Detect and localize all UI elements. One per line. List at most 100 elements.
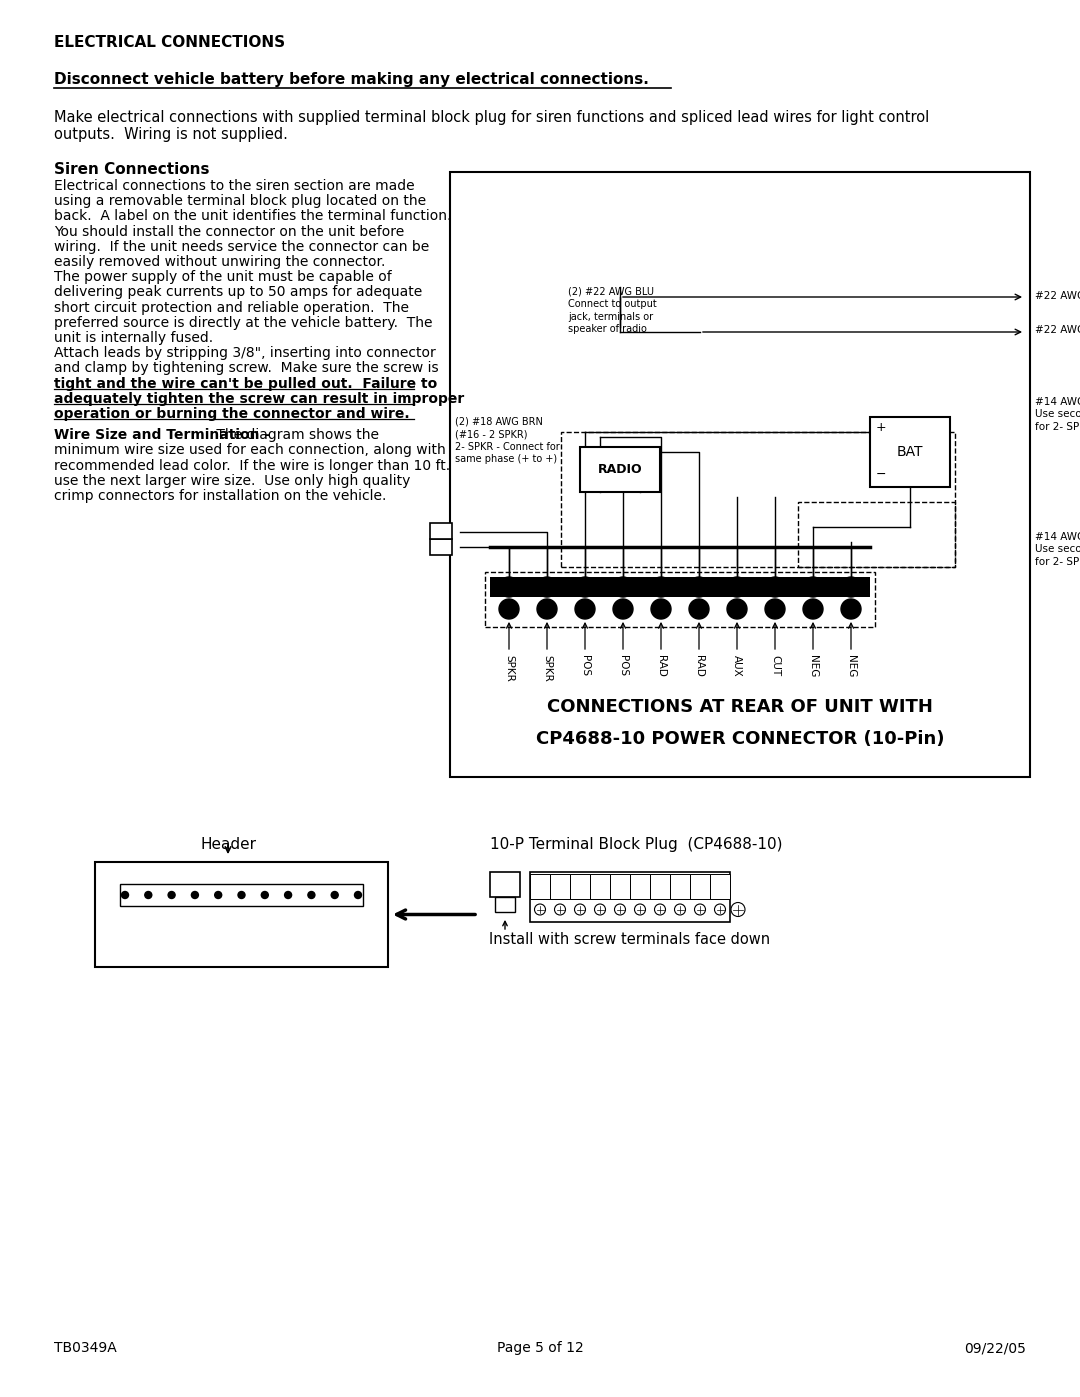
Circle shape <box>285 891 292 898</box>
Text: CP4688-10 POWER CONNECTOR (10-Pin): CP4688-10 POWER CONNECTOR (10-Pin) <box>536 731 944 747</box>
Bar <box>485 571 875 627</box>
Circle shape <box>499 599 519 619</box>
Circle shape <box>613 599 633 619</box>
Bar <box>95 862 388 967</box>
Circle shape <box>575 599 595 619</box>
Text: 10-P Terminal Block Plug  (CP4688-10): 10-P Terminal Block Plug (CP4688-10) <box>490 837 783 852</box>
Text: operation or burning the connector and wire.: operation or burning the connector and w… <box>54 407 409 420</box>
Circle shape <box>215 891 221 898</box>
Text: Siren Connections: Siren Connections <box>54 162 210 177</box>
Text: preferred source is directly at the vehicle battery.  The: preferred source is directly at the vehi… <box>54 316 432 330</box>
Text: The power supply of the unit must be capable of: The power supply of the unit must be cap… <box>54 270 392 284</box>
Text: and clamp by tightening screw.  Make sure the screw is: and clamp by tightening screw. Make sure… <box>54 362 438 376</box>
Circle shape <box>332 891 338 898</box>
Bar <box>710 875 730 900</box>
Bar <box>450 172 1030 777</box>
Text: −: − <box>876 468 887 481</box>
Circle shape <box>145 891 152 898</box>
Bar <box>630 875 650 900</box>
Text: crimp connectors for installation on the vehicle.: crimp connectors for installation on the… <box>54 489 387 503</box>
Text: Electrical connections to the siren section are made: Electrical connections to the siren sect… <box>54 179 415 193</box>
Circle shape <box>651 577 671 597</box>
Text: use the next larger wire size.  Use only high quality: use the next larger wire size. Use only … <box>54 474 410 488</box>
Bar <box>610 875 630 900</box>
Text: SPKR: SPKR <box>542 655 552 682</box>
Circle shape <box>765 577 785 597</box>
Text: CONNECTIONS AT REAR OF UNIT WITH: CONNECTIONS AT REAR OF UNIT WITH <box>548 698 933 717</box>
Text: #14 AWG BLK
Use second lead
for 2- SPKR: #14 AWG BLK Use second lead for 2- SPKR <box>1035 532 1080 567</box>
Bar <box>530 875 550 900</box>
Text: Header: Header <box>200 837 256 852</box>
Text: Make electrical connections with supplied terminal block plug for siren function: Make electrical connections with supplie… <box>54 110 929 124</box>
Circle shape <box>354 891 362 898</box>
Bar <box>550 875 570 900</box>
Circle shape <box>727 599 747 619</box>
Bar <box>120 884 363 907</box>
Circle shape <box>308 891 315 898</box>
Bar <box>590 875 610 900</box>
Text: Install with screw terminals face down: Install with screw terminals face down <box>489 932 770 947</box>
Circle shape <box>575 577 595 597</box>
Bar <box>670 875 690 900</box>
Text: #22 AWG WHT (See below): #22 AWG WHT (See below) <box>1035 291 1080 300</box>
Circle shape <box>168 891 175 898</box>
Text: NEG: NEG <box>846 655 856 678</box>
Circle shape <box>499 577 519 597</box>
Bar <box>561 432 955 567</box>
Text: RADIO: RADIO <box>597 462 643 476</box>
Text: POS: POS <box>580 655 590 676</box>
Text: (2) #22 AWG BLU
Connect to output
jack, terminals or
speaker of radio: (2) #22 AWG BLU Connect to output jack, … <box>568 286 657 334</box>
Circle shape <box>841 599 861 619</box>
Text: SPKR: SPKR <box>504 655 514 682</box>
Text: 09/22/05: 09/22/05 <box>964 1341 1026 1355</box>
Text: NEG: NEG <box>808 655 818 678</box>
Text: using a removable terminal block plug located on the: using a removable terminal block plug lo… <box>54 194 427 208</box>
Text: ELECTRICAL CONNECTIONS: ELECTRICAL CONNECTIONS <box>54 35 285 50</box>
Bar <box>495 897 515 912</box>
Text: BAT: BAT <box>896 446 923 460</box>
Circle shape <box>121 891 129 898</box>
Bar <box>580 447 660 492</box>
Text: You should install the connector on the unit before: You should install the connector on the … <box>54 225 404 239</box>
Circle shape <box>804 577 823 597</box>
Text: delivering peak currents up to 50 amps for adequate: delivering peak currents up to 50 amps f… <box>54 285 422 299</box>
Text: #14 AWG RED
Use second lead
for 2- SPKR: #14 AWG RED Use second lead for 2- SPKR <box>1035 397 1080 432</box>
Text: CUT: CUT <box>770 655 780 676</box>
Bar <box>798 502 955 567</box>
Text: short circuit protection and reliable operation.  The: short circuit protection and reliable op… <box>54 300 409 314</box>
Text: tight and the wire can't be pulled out.  Failure to: tight and the wire can't be pulled out. … <box>54 377 437 391</box>
Circle shape <box>191 891 199 898</box>
Text: TB0349A: TB0349A <box>54 1341 117 1355</box>
Text: AUX: AUX <box>732 655 742 676</box>
Text: Wire Size and Termination -: Wire Size and Termination - <box>54 429 270 443</box>
Bar <box>570 875 590 900</box>
Text: minimum wire size used for each connection, along with: minimum wire size used for each connecti… <box>54 443 446 457</box>
Bar <box>650 875 670 900</box>
Bar <box>430 522 453 539</box>
Text: unit is internally fused.: unit is internally fused. <box>54 331 213 345</box>
Circle shape <box>689 599 708 619</box>
Circle shape <box>727 577 747 597</box>
Circle shape <box>238 891 245 898</box>
Circle shape <box>689 577 708 597</box>
Circle shape <box>261 891 268 898</box>
Text: Page 5 of 12: Page 5 of 12 <box>497 1341 583 1355</box>
Text: outputs.  Wiring is not supplied.: outputs. Wiring is not supplied. <box>54 127 288 142</box>
Text: POS: POS <box>618 655 627 676</box>
Bar <box>490 577 870 597</box>
Circle shape <box>765 599 785 619</box>
Text: adequately tighten the screw can result in improper: adequately tighten the screw can result … <box>54 391 464 405</box>
Text: back.  A label on the unit identifies the terminal function.: back. A label on the unit identifies the… <box>54 210 451 224</box>
Text: RAD: RAD <box>694 655 704 678</box>
Text: +: + <box>876 420 887 434</box>
Bar <box>690 875 710 900</box>
Circle shape <box>537 577 557 597</box>
Circle shape <box>804 599 823 619</box>
Bar <box>430 539 453 555</box>
Text: Disconnect vehicle battery before making any electrical connections.: Disconnect vehicle battery before making… <box>54 73 649 87</box>
Bar <box>530 872 730 922</box>
Text: recommended lead color.  If the wire is longer than 10 ft.: recommended lead color. If the wire is l… <box>54 458 450 472</box>
Circle shape <box>651 599 671 619</box>
Text: Attach leads by stripping 3/8", inserting into connector: Attach leads by stripping 3/8", insertin… <box>54 346 435 360</box>
Text: #22 AWG GRN (See below): #22 AWG GRN (See below) <box>1035 326 1080 335</box>
